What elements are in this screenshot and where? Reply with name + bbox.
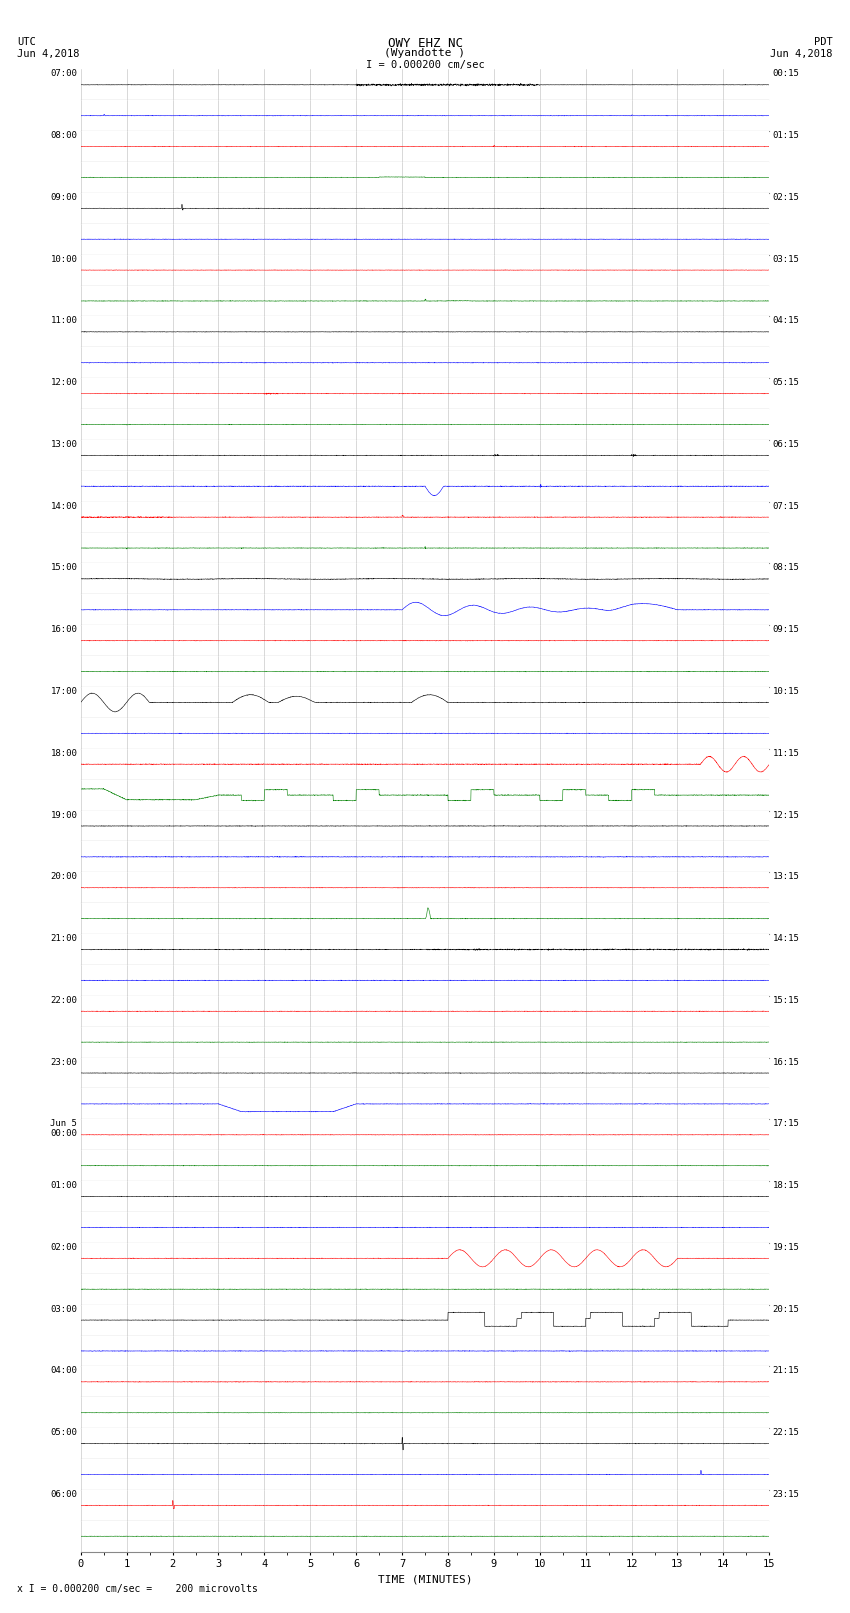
Text: 18:00: 18:00 [50, 748, 77, 758]
Text: 08:00: 08:00 [50, 131, 77, 140]
Text: x I = 0.000200 cm/sec =    200 microvolts: x I = 0.000200 cm/sec = 200 microvolts [17, 1584, 258, 1594]
Text: 18:15: 18:15 [773, 1181, 800, 1190]
Text: 07:00: 07:00 [50, 69, 77, 79]
Text: 19:00: 19:00 [50, 811, 77, 819]
Text: 10:15: 10:15 [773, 687, 800, 695]
Text: 10:00: 10:00 [50, 255, 77, 263]
Text: 01:00: 01:00 [50, 1181, 77, 1190]
Text: 15:15: 15:15 [773, 995, 800, 1005]
Text: 17:15: 17:15 [773, 1119, 800, 1129]
Text: UTC
Jun 4,2018: UTC Jun 4,2018 [17, 37, 80, 58]
Text: 00:15: 00:15 [773, 69, 800, 79]
Text: 09:00: 09:00 [50, 194, 77, 202]
Text: 02:00: 02:00 [50, 1244, 77, 1252]
Text: PDT
Jun 4,2018: PDT Jun 4,2018 [770, 37, 833, 58]
Text: 05:00: 05:00 [50, 1428, 77, 1437]
Text: 16:15: 16:15 [773, 1058, 800, 1066]
Text: 20:15: 20:15 [773, 1305, 800, 1313]
Text: 14:00: 14:00 [50, 502, 77, 511]
Text: 23:00: 23:00 [50, 1058, 77, 1066]
Text: 03:00: 03:00 [50, 1305, 77, 1313]
Text: 16:00: 16:00 [50, 626, 77, 634]
X-axis label: TIME (MINUTES): TIME (MINUTES) [377, 1574, 473, 1586]
Text: 12:15: 12:15 [773, 811, 800, 819]
Text: 01:15: 01:15 [773, 131, 800, 140]
Text: 15:00: 15:00 [50, 563, 77, 573]
Text: 21:00: 21:00 [50, 934, 77, 944]
Text: 22:15: 22:15 [773, 1428, 800, 1437]
Text: 22:00: 22:00 [50, 995, 77, 1005]
Text: 05:15: 05:15 [773, 377, 800, 387]
Text: OWY EHZ NC: OWY EHZ NC [388, 37, 462, 50]
Text: 19:15: 19:15 [773, 1244, 800, 1252]
Text: 03:15: 03:15 [773, 255, 800, 263]
Text: 23:15: 23:15 [773, 1490, 800, 1498]
Text: 07:15: 07:15 [773, 502, 800, 511]
Text: 13:00: 13:00 [50, 440, 77, 448]
Text: 13:15: 13:15 [773, 873, 800, 881]
Text: 21:15: 21:15 [773, 1366, 800, 1376]
Text: I = 0.000200 cm/sec: I = 0.000200 cm/sec [366, 60, 484, 69]
Text: (Wyandotte ): (Wyandotte ) [384, 48, 466, 58]
Text: 11:00: 11:00 [50, 316, 77, 326]
Text: 09:15: 09:15 [773, 626, 800, 634]
Text: Jun 5
00:00: Jun 5 00:00 [50, 1119, 77, 1139]
Text: 17:00: 17:00 [50, 687, 77, 695]
Text: 11:15: 11:15 [773, 748, 800, 758]
Text: 02:15: 02:15 [773, 194, 800, 202]
Text: 04:00: 04:00 [50, 1366, 77, 1376]
Text: 04:15: 04:15 [773, 316, 800, 326]
Text: 06:15: 06:15 [773, 440, 800, 448]
Text: 12:00: 12:00 [50, 377, 77, 387]
Text: 06:00: 06:00 [50, 1490, 77, 1498]
Text: 20:00: 20:00 [50, 873, 77, 881]
Text: 08:15: 08:15 [773, 563, 800, 573]
Text: 14:15: 14:15 [773, 934, 800, 944]
